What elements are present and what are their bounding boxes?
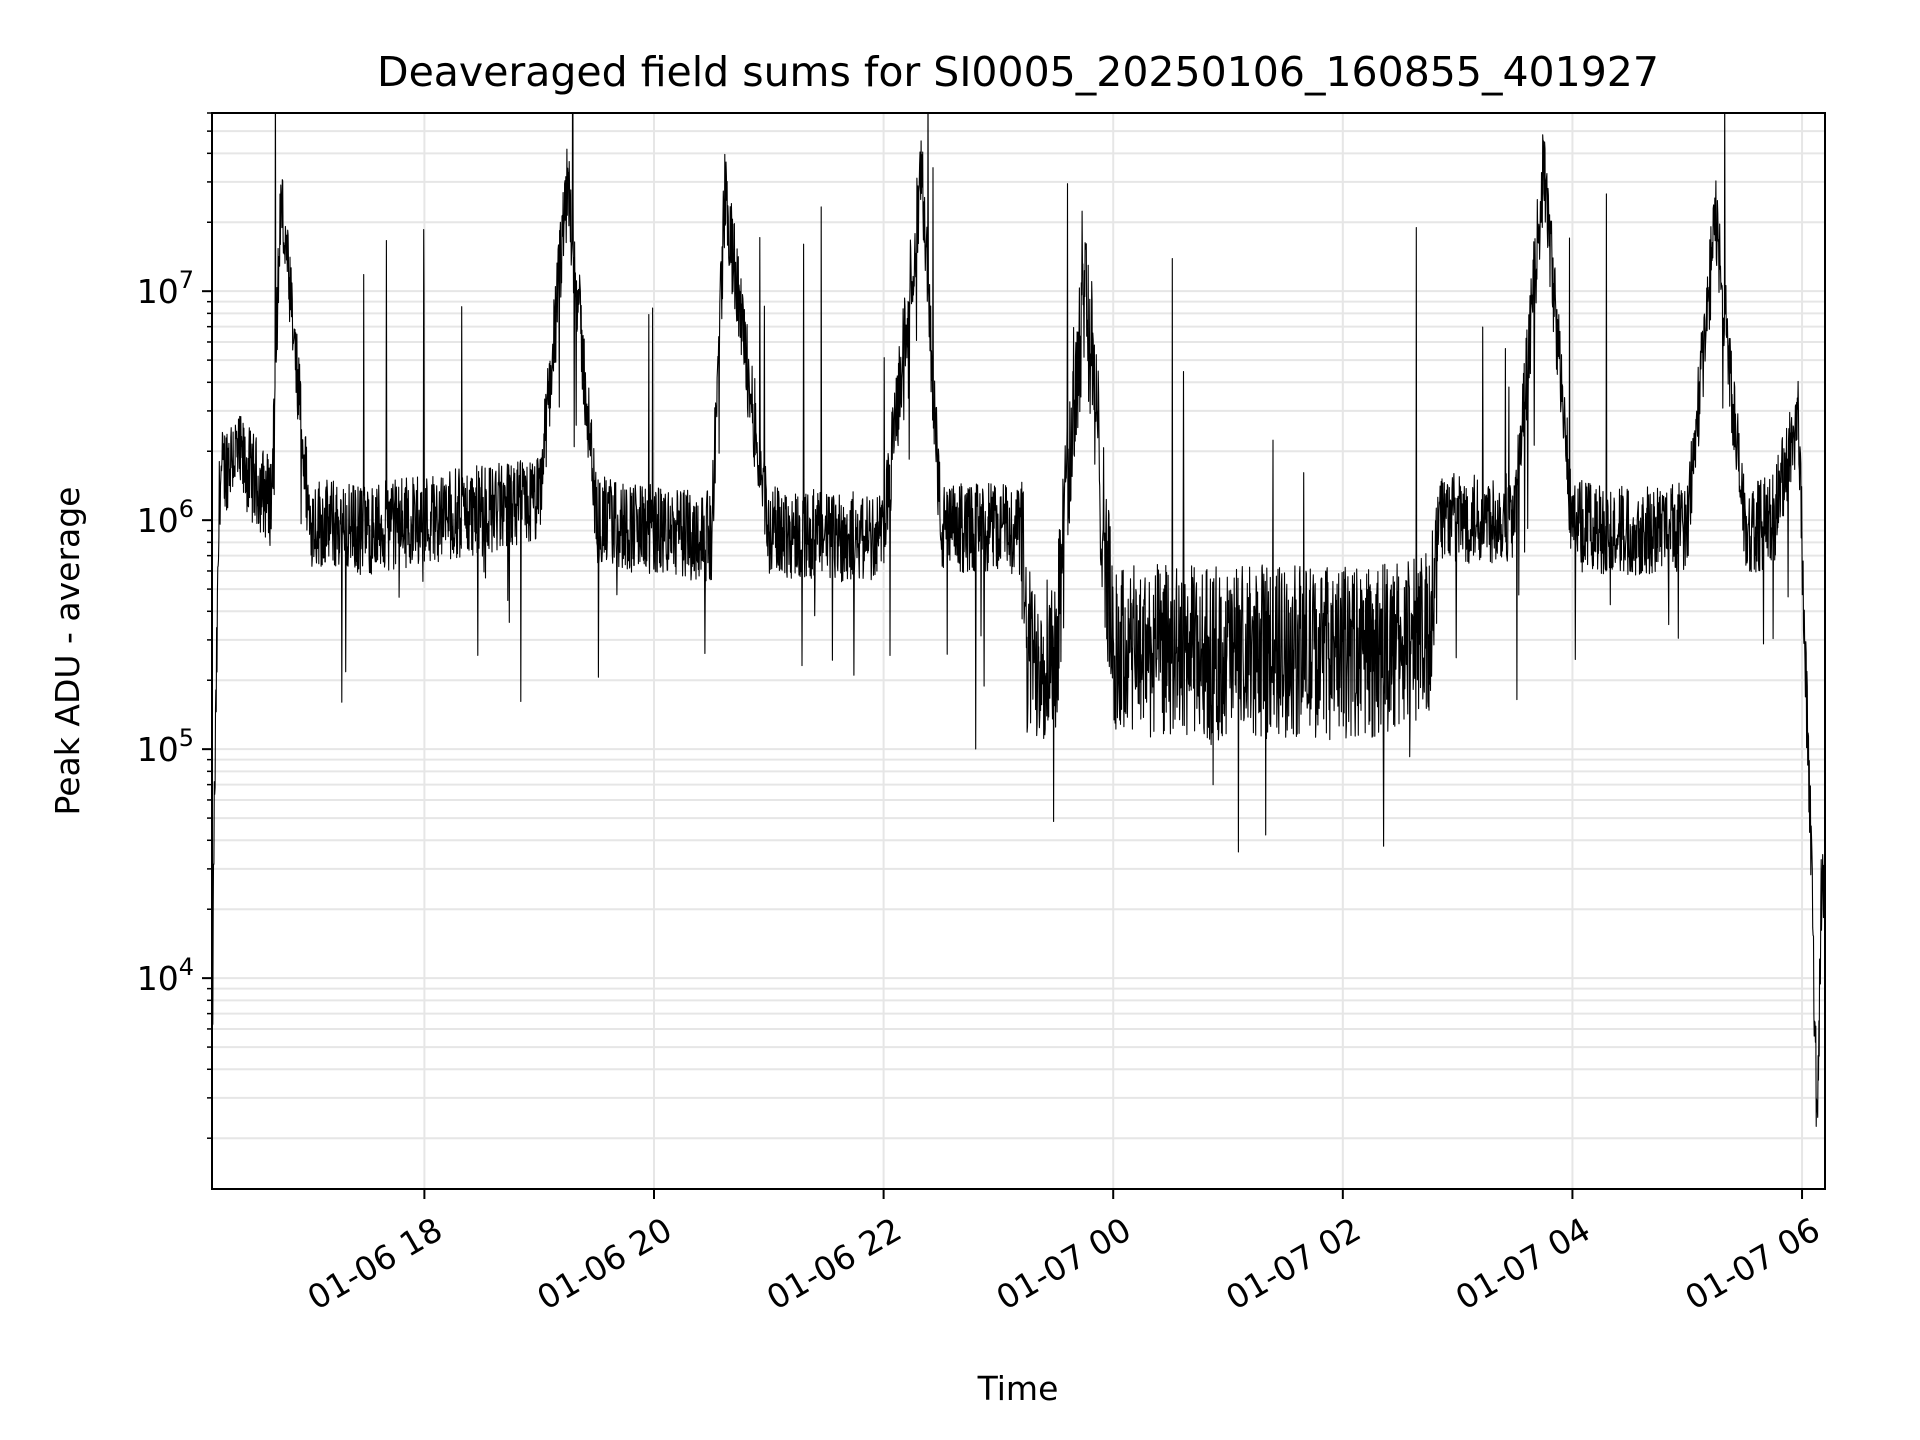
y-axis-label: Peak ADU - average — [48, 487, 87, 816]
x-axis-label: Time — [977, 1369, 1059, 1408]
plot-area-frame — [211, 112, 1826, 1190]
data-series — [212, 113, 1825, 1127]
y-tick-label: 107 — [137, 266, 194, 311]
y-tick-label: 104 — [137, 953, 194, 998]
y-tick-label: 106 — [137, 495, 194, 540]
series-line — [212, 113, 1825, 1127]
y-tick-label: 105 — [137, 724, 194, 769]
chart-title: Deaveraged field sums for SI0005_2025010… — [377, 48, 1659, 96]
